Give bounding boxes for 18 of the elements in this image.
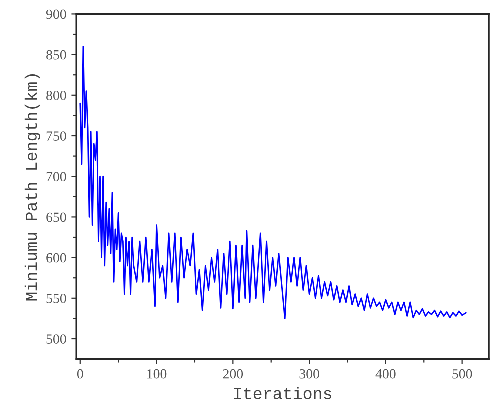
x-tick-label: 300 xyxy=(300,369,320,379)
x-tick-label: 0 xyxy=(77,369,84,379)
x-tick-label: 500 xyxy=(452,369,472,379)
y-tick-label: 600 xyxy=(46,253,66,263)
y-tick-label: 700 xyxy=(46,172,66,182)
y-tick-label: 650 xyxy=(46,212,66,222)
y-axis-title: Miniumu Path Length(km) xyxy=(24,74,40,301)
y-tick-label: 750 xyxy=(46,132,66,141)
x-tick-label: 400 xyxy=(376,369,396,379)
y-tick-label: 800 xyxy=(46,90,66,100)
y-tick-label: 550 xyxy=(46,294,66,304)
y-tick-label: 900 xyxy=(46,10,66,20)
x-tick-label: 200 xyxy=(223,369,244,379)
y-tick-label: 850 xyxy=(46,50,66,60)
x-tick-label: 100 xyxy=(148,369,167,379)
x-axis-title: Iterations xyxy=(234,387,332,400)
y-tick-label: 500 xyxy=(46,334,66,344)
line-series xyxy=(80,46,467,320)
